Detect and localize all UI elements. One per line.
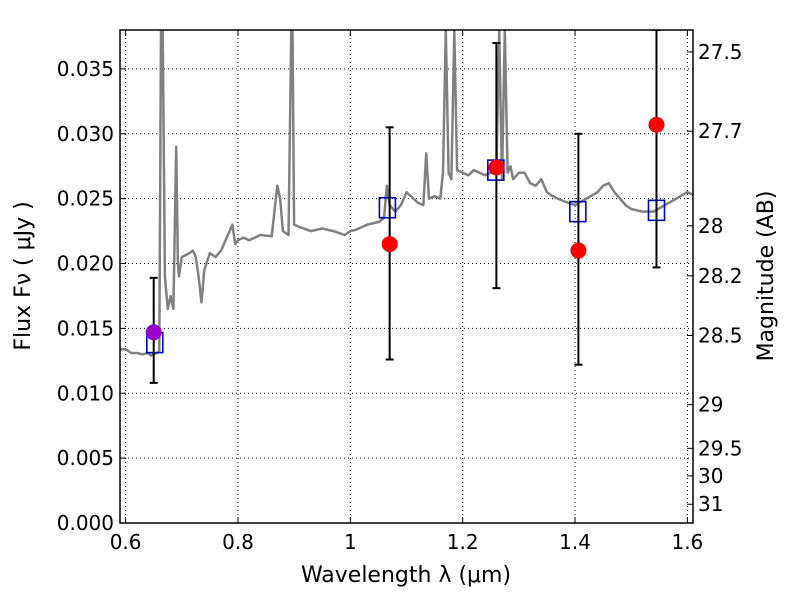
mag-tick-label: 28.2	[698, 264, 743, 288]
y-tick-label: 0.010	[57, 381, 114, 405]
model-photometry-square	[378, 196, 397, 219]
tick-layer: 0.6 0.8 1 1.2 1.4 1.6 0.000 0.005 0.010 0.015 0.02…	[57, 30, 743, 554]
x-tick-label: 0.8	[222, 530, 254, 554]
x-tick-label: 1.2	[447, 530, 479, 554]
y-tick-label: 0.000	[57, 511, 114, 535]
x-axis-title: Wavelength λ (μm)	[301, 563, 511, 588]
mag-tick-label: 27.5	[698, 40, 743, 64]
y-tick-label: 0.020	[57, 252, 114, 276]
y2-axis-title: Magnitude (AB)	[754, 191, 779, 362]
mag-tick-label: 30	[698, 464, 723, 488]
mag-tick-label: 28.5	[698, 323, 743, 347]
y-tick-label: 0.005	[57, 446, 114, 470]
mag-tick-label: 29	[698, 393, 723, 417]
y-axis-title: Flux Fν ( μJy )	[11, 201, 36, 350]
observed-flux-point	[145, 324, 162, 341]
spectrum-line	[120, 30, 693, 357]
y-tick-label: 0.035	[57, 57, 114, 81]
mag-tick-label: 29.5	[698, 436, 743, 460]
plot-frame	[119, 29, 694, 524]
x-tick-label: 1	[344, 530, 357, 554]
grid-layer	[120, 30, 693, 524]
observed-flux-point	[381, 236, 398, 253]
x-tick-label: 0.6	[110, 530, 142, 554]
observed-flux-point	[570, 242, 587, 259]
observed-flux-point	[648, 116, 665, 133]
mag-tick-label: 31	[698, 492, 723, 516]
mag-tick-label: 27.7	[698, 119, 743, 143]
x-tick-label: 1.4	[559, 530, 591, 554]
observed-flux-point	[488, 159, 505, 176]
y-tick-label: 0.025	[57, 187, 114, 211]
y-tick-label: 0.030	[57, 122, 114, 146]
data-layer	[120, 30, 693, 384]
mag-tick-label: 28	[698, 214, 723, 238]
data-group	[120, 30, 693, 384]
x-tick-label: 1.6	[671, 530, 703, 554]
y-tick-label: 0.015	[57, 316, 114, 340]
